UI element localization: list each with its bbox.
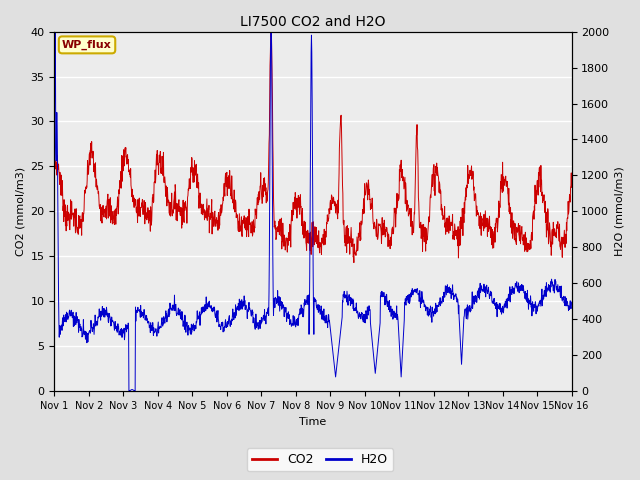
CO2 bbox=[291, 205, 298, 211]
H2O bbox=[568, 299, 575, 305]
H2O bbox=[112, 326, 120, 332]
CO2 bbox=[267, 29, 275, 35]
CO2 bbox=[350, 260, 358, 265]
H2O bbox=[125, 388, 132, 394]
H2O bbox=[282, 305, 289, 311]
Line: H2O: H2O bbox=[54, 32, 572, 391]
H2O bbox=[91, 319, 99, 325]
H2O bbox=[51, 144, 58, 149]
H2O bbox=[51, 29, 59, 35]
Y-axis label: H2O (mmol/m3): H2O (mmol/m3) bbox=[615, 167, 625, 256]
CO2 bbox=[111, 209, 119, 215]
H2O bbox=[291, 314, 298, 320]
CO2 bbox=[51, 153, 58, 158]
CO2 bbox=[345, 234, 353, 240]
Title: LI7500 CO2 and H2O: LI7500 CO2 and H2O bbox=[240, 15, 386, 29]
Text: WP_flux: WP_flux bbox=[62, 40, 112, 50]
CO2 bbox=[270, 224, 278, 230]
CO2 bbox=[568, 185, 575, 191]
CO2 bbox=[91, 165, 99, 170]
X-axis label: Time: Time bbox=[300, 417, 326, 427]
Legend: CO2, H2O: CO2, H2O bbox=[247, 448, 393, 471]
H2O bbox=[271, 297, 278, 303]
Line: CO2: CO2 bbox=[54, 32, 572, 263]
CO2 bbox=[281, 241, 289, 247]
Y-axis label: CO2 (mmol/m3): CO2 (mmol/m3) bbox=[15, 167, 25, 256]
H2O bbox=[346, 292, 353, 298]
